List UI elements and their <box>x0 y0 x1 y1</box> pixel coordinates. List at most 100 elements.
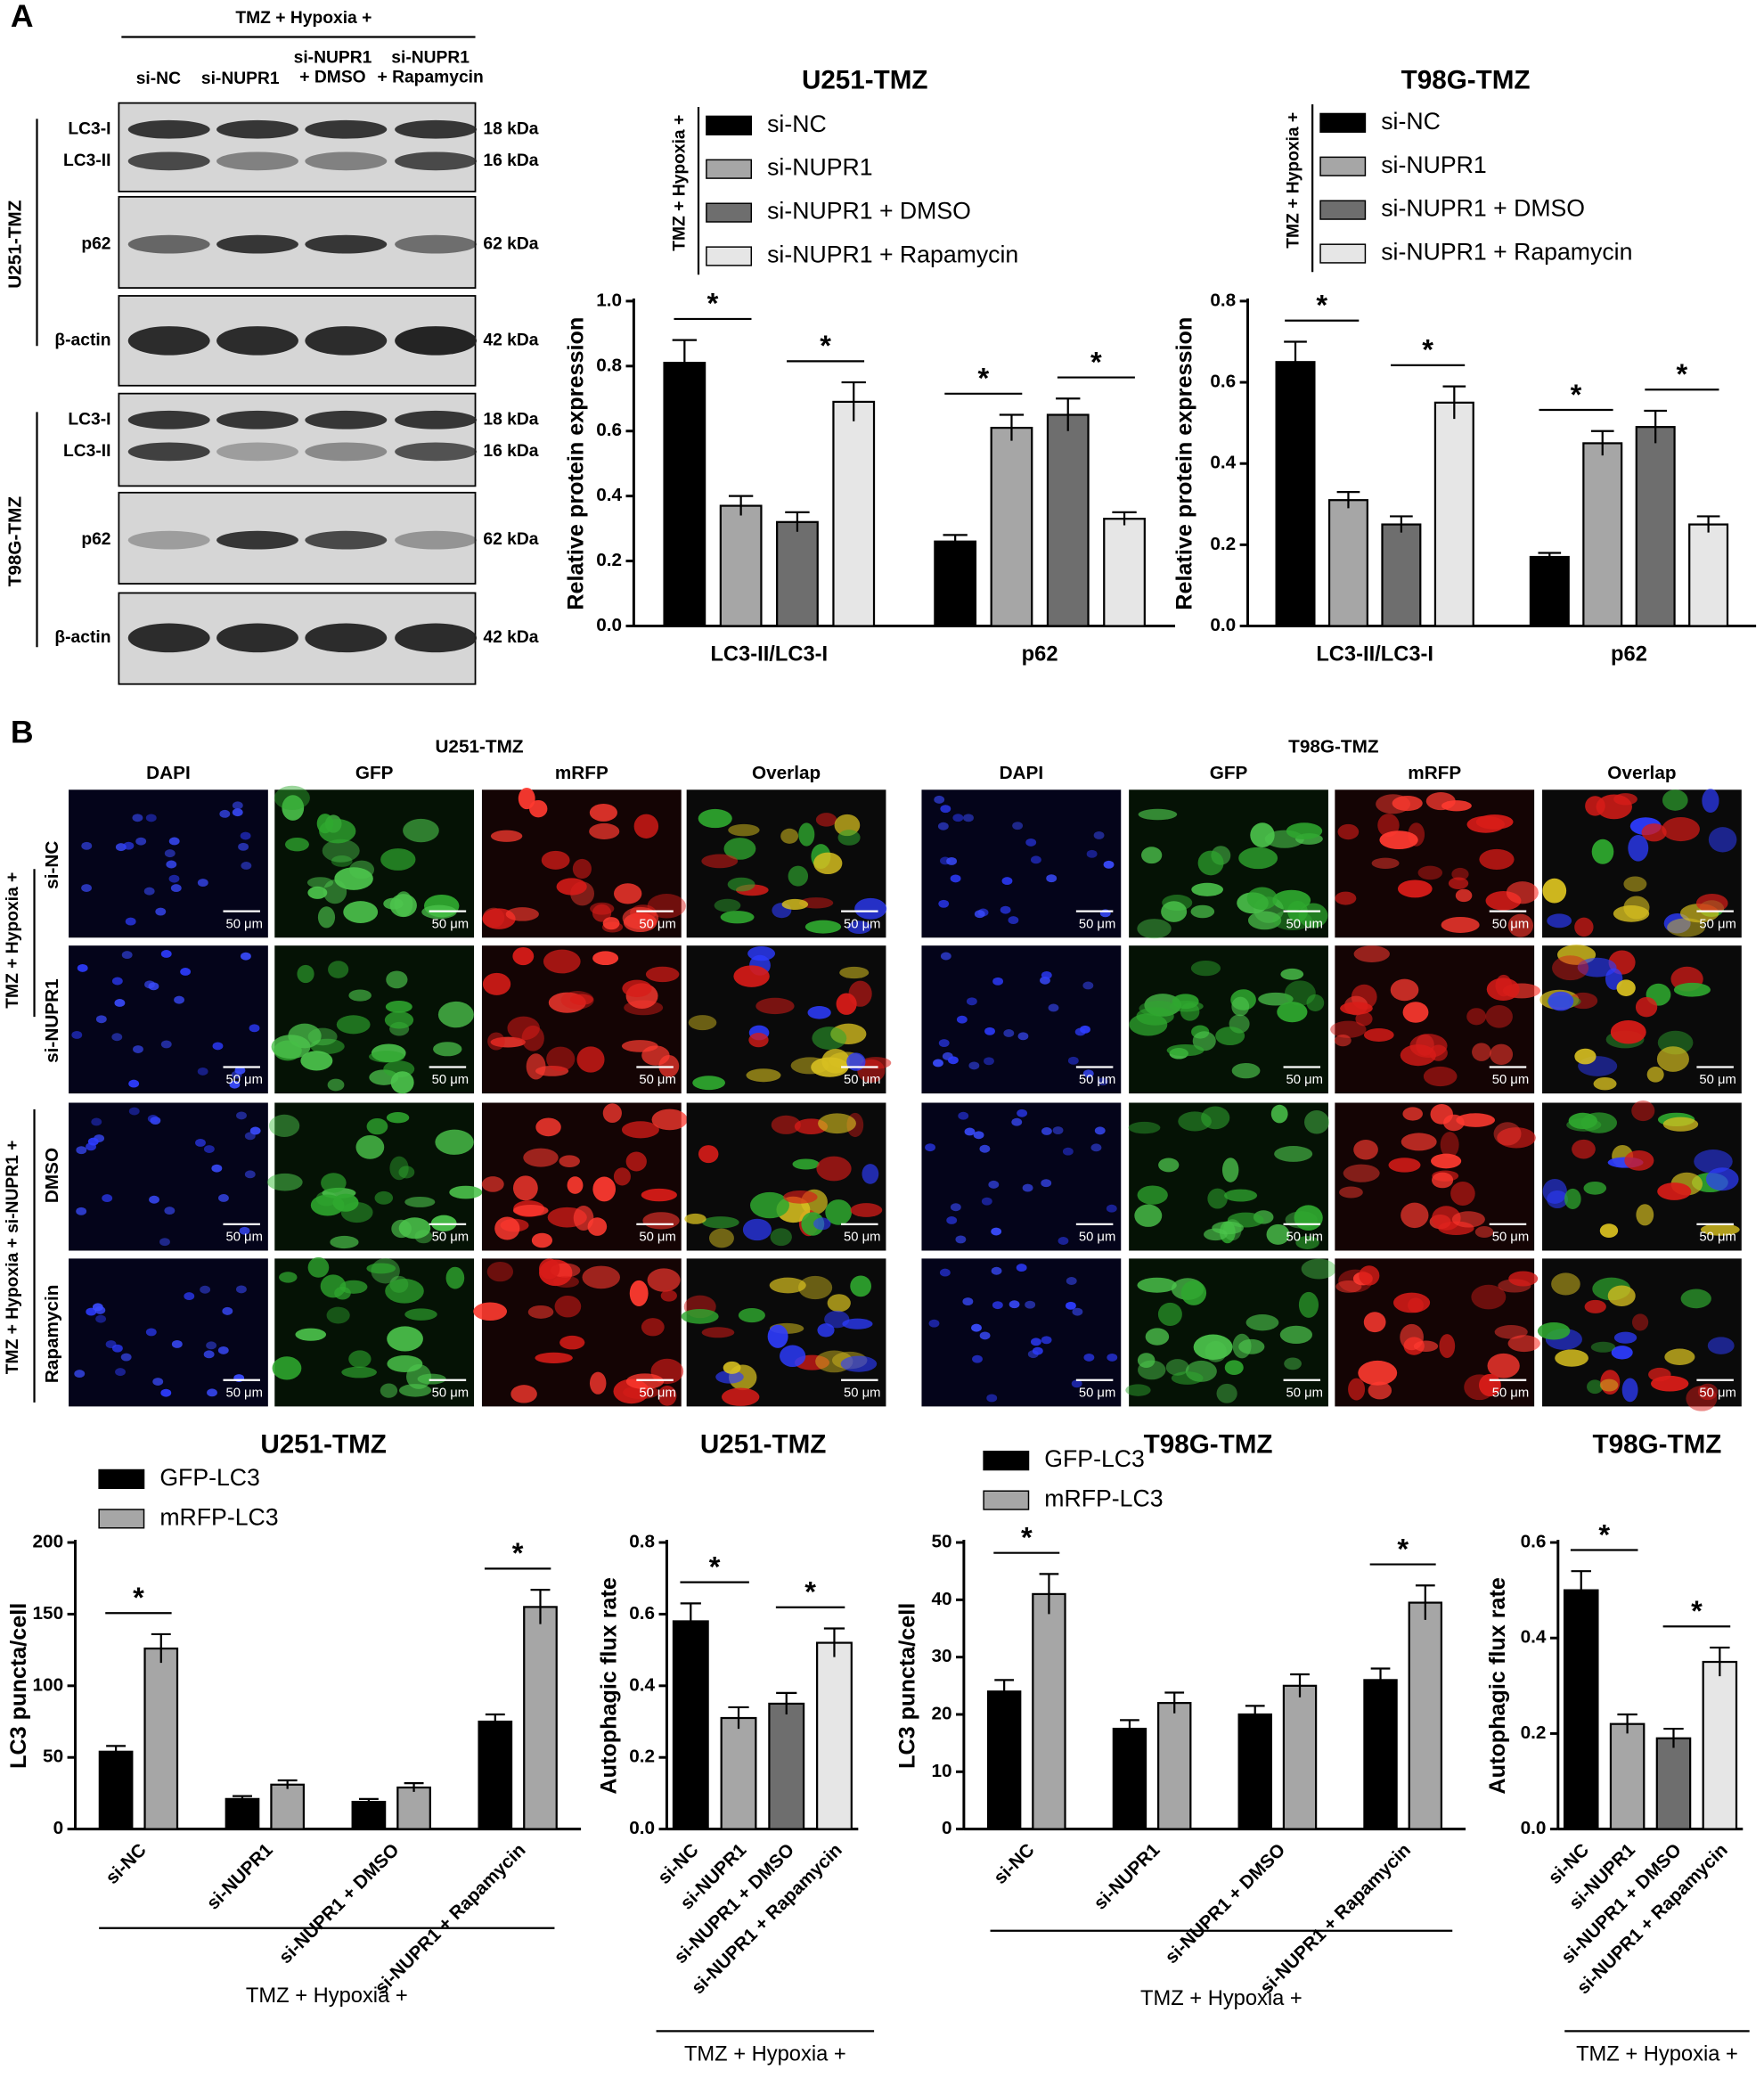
channel-label: DAPI <box>1000 763 1044 783</box>
cell <box>507 1016 540 1041</box>
legend-swatch <box>1319 200 1367 220</box>
cell <box>1700 1223 1740 1236</box>
cell <box>1697 1383 1719 1401</box>
channel-label: mRFP <box>1408 763 1461 783</box>
cell <box>1093 830 1105 839</box>
bar <box>1275 361 1316 627</box>
cell <box>494 1216 520 1240</box>
blot-band <box>216 442 298 462</box>
cell <box>728 823 760 837</box>
cell <box>222 1306 233 1315</box>
cell <box>111 1033 123 1042</box>
lane-label: si-NUPR1 <box>201 70 280 88</box>
y-tick-label: 0.8 <box>596 355 622 375</box>
cell <box>940 952 951 961</box>
bar <box>523 1606 558 1830</box>
cell <box>1657 1182 1692 1200</box>
cell <box>1371 857 1400 869</box>
error-bar <box>530 1588 551 1624</box>
y-tick-label: 0.0 <box>629 1818 655 1838</box>
cell <box>816 1156 852 1182</box>
cell <box>505 907 539 921</box>
blot-band <box>216 623 298 653</box>
cell <box>1216 1383 1237 1403</box>
y-tick-label: 0.2 <box>1521 1722 1547 1743</box>
blot-band <box>305 410 388 430</box>
cell <box>300 1051 333 1071</box>
channel-label: GFP <box>355 763 394 783</box>
bar <box>1032 1592 1066 1830</box>
cell <box>1106 1204 1117 1213</box>
cell <box>297 964 314 984</box>
cell <box>1537 1321 1571 1340</box>
cell-line-label: U251-TMZ <box>4 200 25 288</box>
cell <box>722 1387 760 1406</box>
x-tick-label: si-NUPR1 + DMSO <box>1161 1840 1289 1968</box>
blot-band <box>395 151 478 171</box>
cell <box>1266 1223 1290 1245</box>
band-label: LC3-I <box>68 410 110 429</box>
cell <box>1286 822 1323 840</box>
band-label: β-actin <box>54 331 110 349</box>
band-label: LC3-II <box>63 151 110 170</box>
cell <box>180 968 192 976</box>
y-axis-label: LC3 puncta/cell <box>894 1603 919 1769</box>
cell <box>589 804 617 822</box>
band-size: 18 kDa <box>483 119 538 138</box>
cell <box>128 1107 140 1116</box>
cell <box>992 977 1004 986</box>
blot-band <box>216 410 298 430</box>
bar <box>1582 442 1623 627</box>
group-label: TMZ + Hypoxia + si-NUPR1 + <box>4 1141 22 1375</box>
y-tick-label: 50 <box>43 1747 63 1767</box>
scale-bar-label: 50 μm <box>639 1386 675 1400</box>
row-label: si-NUPR1 <box>42 978 62 1062</box>
cell <box>1705 1167 1739 1191</box>
y-tick-label: 0.6 <box>1521 1532 1547 1552</box>
row-label: DMSO <box>42 1148 62 1203</box>
bar <box>1408 1601 1443 1830</box>
scale-bar-label: 50 μm <box>844 1231 880 1245</box>
cell <box>1017 1032 1029 1041</box>
cell <box>748 1032 769 1048</box>
cell <box>559 1155 580 1168</box>
cell <box>384 1010 414 1029</box>
cell <box>715 1370 744 1384</box>
cell <box>1009 1300 1020 1309</box>
cell <box>1707 1337 1735 1354</box>
error-bar <box>1644 409 1668 444</box>
cell <box>1401 1133 1437 1151</box>
cell <box>95 1015 107 1024</box>
cell <box>1030 855 1041 864</box>
cell <box>336 1015 371 1035</box>
cell <box>433 1042 462 1057</box>
chart-title: T98G-TMZ <box>1144 1430 1273 1460</box>
error-bar <box>1290 1673 1310 1698</box>
cell <box>582 1265 620 1289</box>
cell <box>1138 808 1178 821</box>
scale-bar-label: 50 μm <box>639 917 675 931</box>
cell <box>1274 1146 1313 1162</box>
cell <box>613 1167 631 1186</box>
significance-label: * <box>1571 378 1582 411</box>
cell <box>135 837 147 846</box>
cell <box>966 997 977 1006</box>
significance-label: * <box>1397 1532 1409 1565</box>
bar <box>672 1620 709 1830</box>
cell <box>331 855 353 867</box>
x-axis-label: TMZ + Hypoxia + <box>1576 2042 1738 2066</box>
blot-band <box>127 326 210 356</box>
cell <box>95 1314 107 1323</box>
bar <box>1046 413 1090 627</box>
cell <box>1495 974 1513 997</box>
y-tick-label: 0.4 <box>1521 1627 1547 1648</box>
cell <box>971 1323 982 1332</box>
cell <box>1552 955 1589 981</box>
cell <box>625 1373 665 1390</box>
cell <box>688 1015 717 1031</box>
cell <box>1137 919 1172 939</box>
cell <box>1432 1172 1454 1189</box>
cell <box>968 1061 980 1070</box>
row-label: Rapamycin <box>42 1285 62 1384</box>
